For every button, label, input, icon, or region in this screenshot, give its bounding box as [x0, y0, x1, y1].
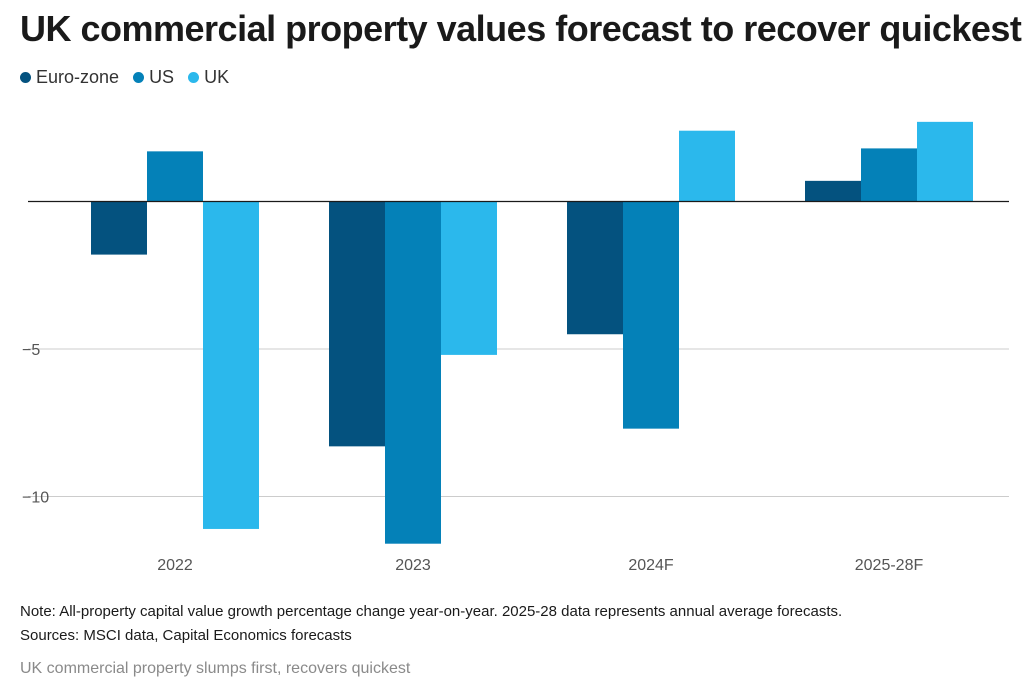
x-tick-label: 2025-28F: [855, 557, 924, 574]
bar-euro-zone-2022: [91, 201, 147, 255]
bar-uk-2022: [203, 201, 259, 529]
bar-us-2022: [147, 151, 203, 202]
x-tick-label: 2023: [395, 557, 431, 574]
x-tick-label: 2024F: [628, 557, 674, 574]
chart-caption: UK commercial property slumps first, rec…: [20, 660, 411, 677]
legend-item-euro-zone: Euro-zone: [20, 67, 119, 88]
bar-us-2023: [385, 201, 441, 544]
legend-item-us: US: [133, 67, 174, 88]
chart-note: Note: All-property capital value growth …: [20, 603, 843, 620]
legend-swatch-euro-zone: [20, 72, 31, 83]
bar-us-2024f: [623, 201, 679, 429]
bar-uk-2025-28f: [917, 121, 973, 202]
bar-chart: −5 −10 2022 2023 2024F 2025-28F: [22, 121, 1009, 574]
bar-us-2025-28f: [861, 148, 917, 202]
legend-item-uk: UK: [188, 67, 229, 88]
bar-euro-zone-2025-28f: [805, 180, 861, 202]
bar-uk-2024f: [679, 130, 735, 202]
chart-title: UK commercial property values forecast t…: [20, 8, 1022, 49]
bar-euro-zone-2023: [329, 201, 385, 447]
x-tick-label: 2022: [157, 557, 193, 574]
bar-euro-zone-2024f: [567, 201, 623, 335]
legend-label-us: US: [149, 67, 175, 87]
y-tick-label: −5: [22, 342, 40, 359]
chart-sources: Sources: MSCI data, Capital Economics fo…: [20, 627, 352, 644]
bar-uk-2023: [441, 201, 497, 355]
legend-swatch-uk: [188, 72, 200, 83]
y-tick-label: −10: [22, 490, 49, 507]
legend-label-euro-zone: Euro-zone: [36, 67, 120, 87]
legend-label-uk: UK: [204, 67, 230, 87]
legend: Euro-zone US UK: [20, 67, 229, 88]
legend-swatch-us: [133, 72, 145, 83]
